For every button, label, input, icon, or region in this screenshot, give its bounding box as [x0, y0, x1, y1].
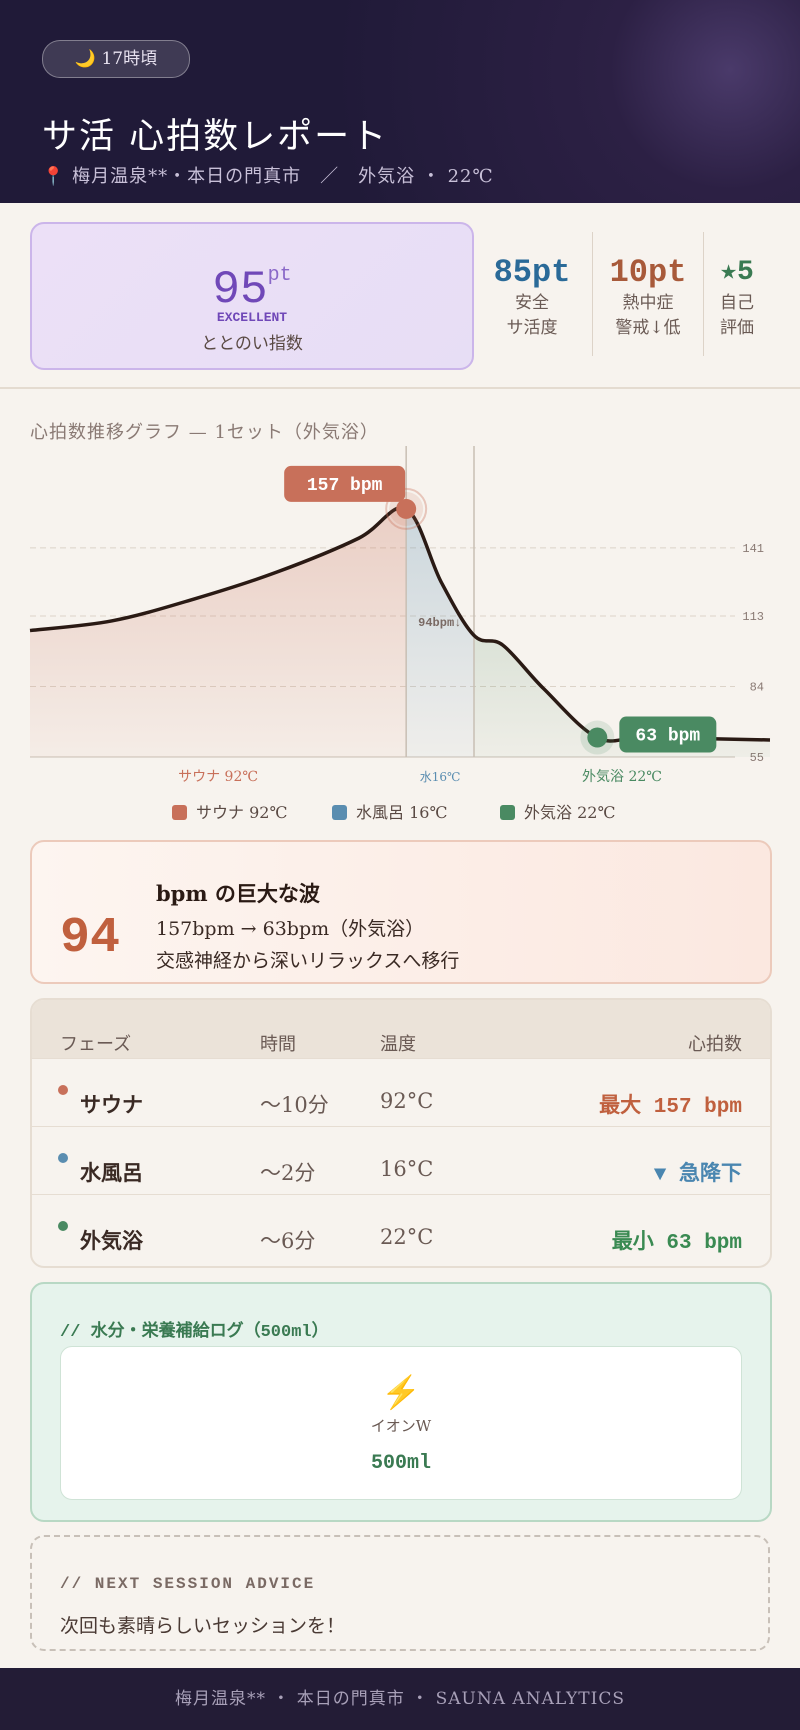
zone-area	[30, 507, 407, 757]
table-row: サウナ 〜10分 92°C 最大 157 bpm	[32, 1058, 770, 1127]
table-row: 水風呂 〜2分 16°C ▼ 急降下	[32, 1126, 770, 1195]
score-label: ととのい指数	[201, 334, 303, 354]
point	[396, 498, 417, 519]
point	[587, 727, 608, 748]
callout: 94 bpm の巨大な波 157bpm → 63bpm（外気浴） 交感神経から深…	[30, 840, 772, 984]
legend-label: 外気浴 22℃	[524, 803, 615, 822]
stat: 10pt 熱中症警戒↓低	[598, 255, 698, 341]
header: 🌙 17時頃 サ活 心拍数レポート 📍 梅月温泉**・本日の門真市 ／ 外気浴 …	[0, 0, 800, 203]
score-card: 95pt EXCELLENT ととのい指数	[30, 222, 474, 370]
table-cell: 92°C	[380, 1089, 434, 1113]
stat-value: ★5	[720, 257, 754, 288]
time: 17時頃	[101, 49, 158, 69]
table-cell: 〜6分	[260, 1229, 316, 1253]
zone-label: 水16℃	[420, 770, 461, 784]
stat-label: 自己	[720, 293, 754, 313]
time-pill: 🌙 17時頃	[42, 40, 190, 78]
zone-label: サウナ 92℃	[178, 769, 258, 785]
footer: 梅月温泉** ・ 本日の門真市 ・ SAUNA ANALYTICS	[0, 1668, 800, 1730]
hydration-card: // 水分・栄養補給ログ（500ml） ⚡ イオンW 500ml	[30, 1282, 772, 1522]
item-name: イオンW	[370, 1417, 432, 1435]
separator-line	[592, 232, 593, 356]
chart-title: 心拍数推移グラフ — 1セット（外気浴）	[30, 422, 379, 443]
table-cell: 最小 63 bpm	[611, 1232, 742, 1255]
legend-swatch	[500, 805, 515, 820]
table-header: フェーズ 時間 温度 心拍数	[32, 1000, 770, 1058]
conditions: 外気浴 ・ 22℃	[358, 166, 494, 187]
location: 梅月温泉**・本日の門真市	[72, 166, 302, 187]
table-cell: 外気浴	[80, 1228, 143, 1253]
advice-title: // NEXT SESSION ADVICE	[60, 1575, 316, 1593]
halo	[385, 487, 428, 530]
header-cell: 心拍数	[688, 1034, 742, 1055]
table-cell: 22°C	[380, 1225, 434, 1249]
stat-value: 10pt	[609, 254, 687, 291]
separator-line	[703, 232, 704, 356]
callout-line: 157bpm → 63bpm（外気浴）	[156, 918, 425, 940]
stat-label: 安全	[515, 293, 549, 313]
value-label: 63 bpm	[635, 727, 700, 747]
icon: ⚡	[381, 1373, 421, 1411]
separator: ／	[320, 166, 340, 187]
value-badge	[619, 716, 717, 753]
callout-title: bpm の巨大な波	[156, 881, 320, 906]
stat-label: 警戒↓低	[615, 318, 681, 338]
table-cell: 水風呂	[80, 1160, 143, 1185]
table-cell: 〜10分	[260, 1093, 329, 1117]
advice-card: // NEXT SESSION ADVICE 次回も素晴らしいセッションを！	[30, 1535, 770, 1651]
y-tick-label: 141	[742, 542, 764, 556]
score-value: 95	[212, 264, 268, 316]
phase-table: フェーズ 時間 温度 心拍数 サウナ 〜10分 92°C 最大 157 bpm 水風呂〜…	[30, 998, 772, 1268]
table-row: 外気浴 〜6分 22°C 最小 63 bpm	[32, 1194, 770, 1263]
divider	[0, 387, 800, 389]
zone-area	[406, 508, 474, 757]
phase-dot	[58, 1221, 68, 1231]
score-row: 95pt	[32, 264, 472, 316]
zone-label: 外気浴 22℃	[582, 769, 662, 785]
hydration-item: ⚡ イオンW 500ml	[60, 1346, 742, 1500]
subtitle: 📍 梅月温泉**・本日の門真市 ／ 外気浴 ・ 22℃	[42, 166, 494, 187]
stat: ★5 自己評価	[706, 255, 768, 341]
y-tick-label: 84	[750, 680, 764, 694]
legend-label: 水風呂 16℃	[356, 803, 447, 822]
legend-label: サウナ 92℃	[196, 803, 287, 822]
legend-swatch	[332, 805, 347, 820]
callout-value: 94	[60, 910, 121, 967]
hydration-title: // 水分・栄養補給ログ（500ml）	[60, 1323, 329, 1342]
callout-line: 交感神経から深いリラックスへ移行	[156, 950, 460, 972]
advice-text: 次回も素晴らしいセッションを！	[60, 1615, 346, 1637]
table-cell: 最大 157 bpm	[599, 1096, 742, 1119]
header-cell: 時間	[260, 1034, 296, 1055]
value-badge	[284, 465, 406, 502]
title: サ活 心拍数レポート	[42, 117, 389, 157]
phase-dot	[58, 1085, 68, 1095]
score-rating: EXCELLENT	[216, 310, 288, 325]
table-cell: サウナ	[80, 1092, 143, 1117]
phase-dot	[58, 1153, 68, 1163]
header-cell: 温度	[380, 1034, 416, 1055]
zone-area	[474, 635, 770, 757]
stat-value: 85pt	[493, 254, 571, 291]
score-unit: pt	[267, 264, 292, 287]
table-cell: 〜2分	[260, 1161, 316, 1185]
stat-label: 評価	[720, 318, 754, 338]
stat-label: 熱中症	[622, 293, 674, 313]
header-cell: フェーズ	[60, 1034, 132, 1055]
value-label: 157 bpm	[307, 476, 383, 496]
table-cell: 16°C	[380, 1157, 434, 1181]
stat-label: サ活度	[506, 318, 558, 338]
table-cell: ▼ 急降下	[653, 1164, 742, 1187]
y-tick-label: 113	[742, 610, 764, 624]
annotation: 94bpm↓	[418, 616, 461, 630]
legend-swatch	[172, 805, 187, 820]
item-amount: 500ml	[370, 1452, 431, 1475]
stat: 85pt 安全サ活度	[482, 255, 582, 341]
